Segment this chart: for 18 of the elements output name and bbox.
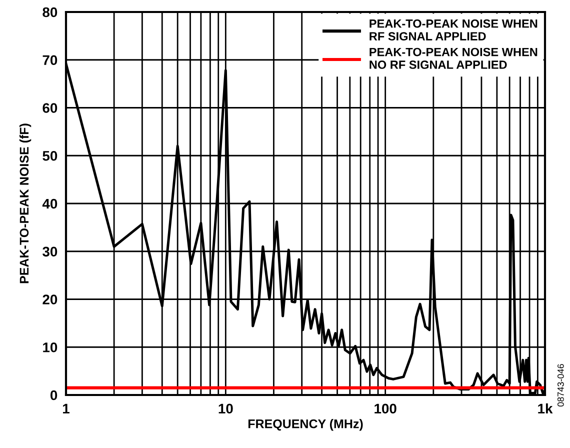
y-tick-label: 70	[42, 55, 58, 66]
y-tick-label: 40	[42, 198, 58, 209]
y-tick-label: 20	[42, 294, 58, 304]
x-tick-label: 10	[218, 404, 233, 414]
legend-label: PEAK-TO-PEAK NOISE WHEN NO RF SIGNAL APPLIED	[370, 48, 538, 69]
y-tick-label: 60	[42, 103, 58, 113]
x-tick-label: 1k	[538, 403, 553, 414]
y-axis-title: PEAK-TO-PEAK NOISE (fF)	[19, 124, 32, 284]
x-tick-label: 1	[63, 404, 70, 414]
legend-label: PEAK-TO-PEAK NOISE WHEN RF SIGNAL APPLIED	[370, 19, 538, 40]
y-tick-label: 80	[42, 7, 58, 18]
y-tick-label: 50	[42, 150, 58, 161]
y-tick-label: 30	[42, 246, 58, 257]
x-tick-label: 100	[374, 404, 396, 414]
y-tick-label: 10	[43, 342, 58, 352]
x-axis-title: FREQUENCY (MHz)	[248, 419, 363, 431]
y-tick-label: 0	[50, 390, 58, 400]
text: 08743-046	[557, 364, 564, 407]
